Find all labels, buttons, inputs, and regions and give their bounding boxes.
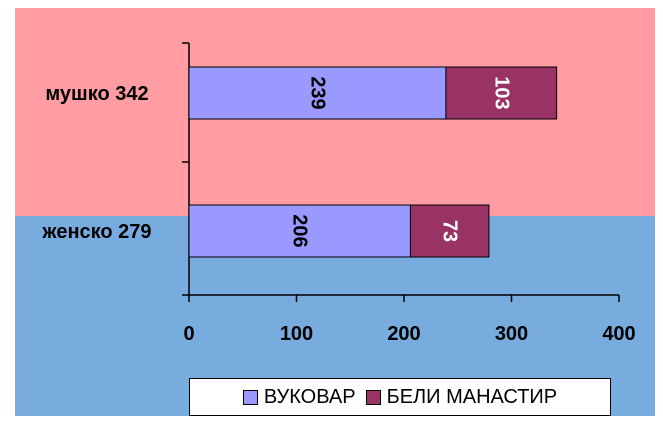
bar-value-label-1-0: 206 xyxy=(289,214,311,247)
legend-item-vukovar: ВУКОВАР xyxy=(242,385,356,409)
bar-chart: 0 100 200 300 400 мушко 342 женско 279 239 103 20… xyxy=(41,42,636,345)
bar-value-label-0-1: 103 xyxy=(490,76,512,109)
x-tick-label-3: 300 xyxy=(495,323,528,345)
legend-swatch-beli-manastir xyxy=(365,389,381,405)
chart-area: 0 100 200 300 400 мушко 342 женско 279 239 103 20… xyxy=(15,8,655,416)
legend-label-vukovar: ВУКОВАР xyxy=(263,385,356,408)
x-tick-label-4: 400 xyxy=(602,323,635,345)
bar-1-1 xyxy=(409,204,490,258)
bar-0-1 xyxy=(445,66,558,120)
legend-label-beli-manastir: БЕЛИ МАНАСТИР xyxy=(386,385,558,408)
category-label-0: мушко 342 xyxy=(45,83,148,105)
bar-value-label-0-0: 239 xyxy=(306,76,328,109)
bar-value-label-1-1: 73 xyxy=(439,220,461,242)
legend: ВУКОВАР БЕЛИ МАНАСТИР xyxy=(189,378,611,416)
x-tick-label-0: 0 xyxy=(183,323,194,345)
x-tick-label-2: 200 xyxy=(387,323,420,345)
legend-swatch-vukovar xyxy=(242,389,258,405)
category-label-1: женско 279 xyxy=(41,221,151,243)
legend-item-beli-manastir: БЕЛИ МАНАСТИР xyxy=(365,385,558,409)
x-tick-label-1: 100 xyxy=(280,323,313,345)
bar-1-0 xyxy=(188,204,411,258)
bar-0-0 xyxy=(188,66,447,120)
